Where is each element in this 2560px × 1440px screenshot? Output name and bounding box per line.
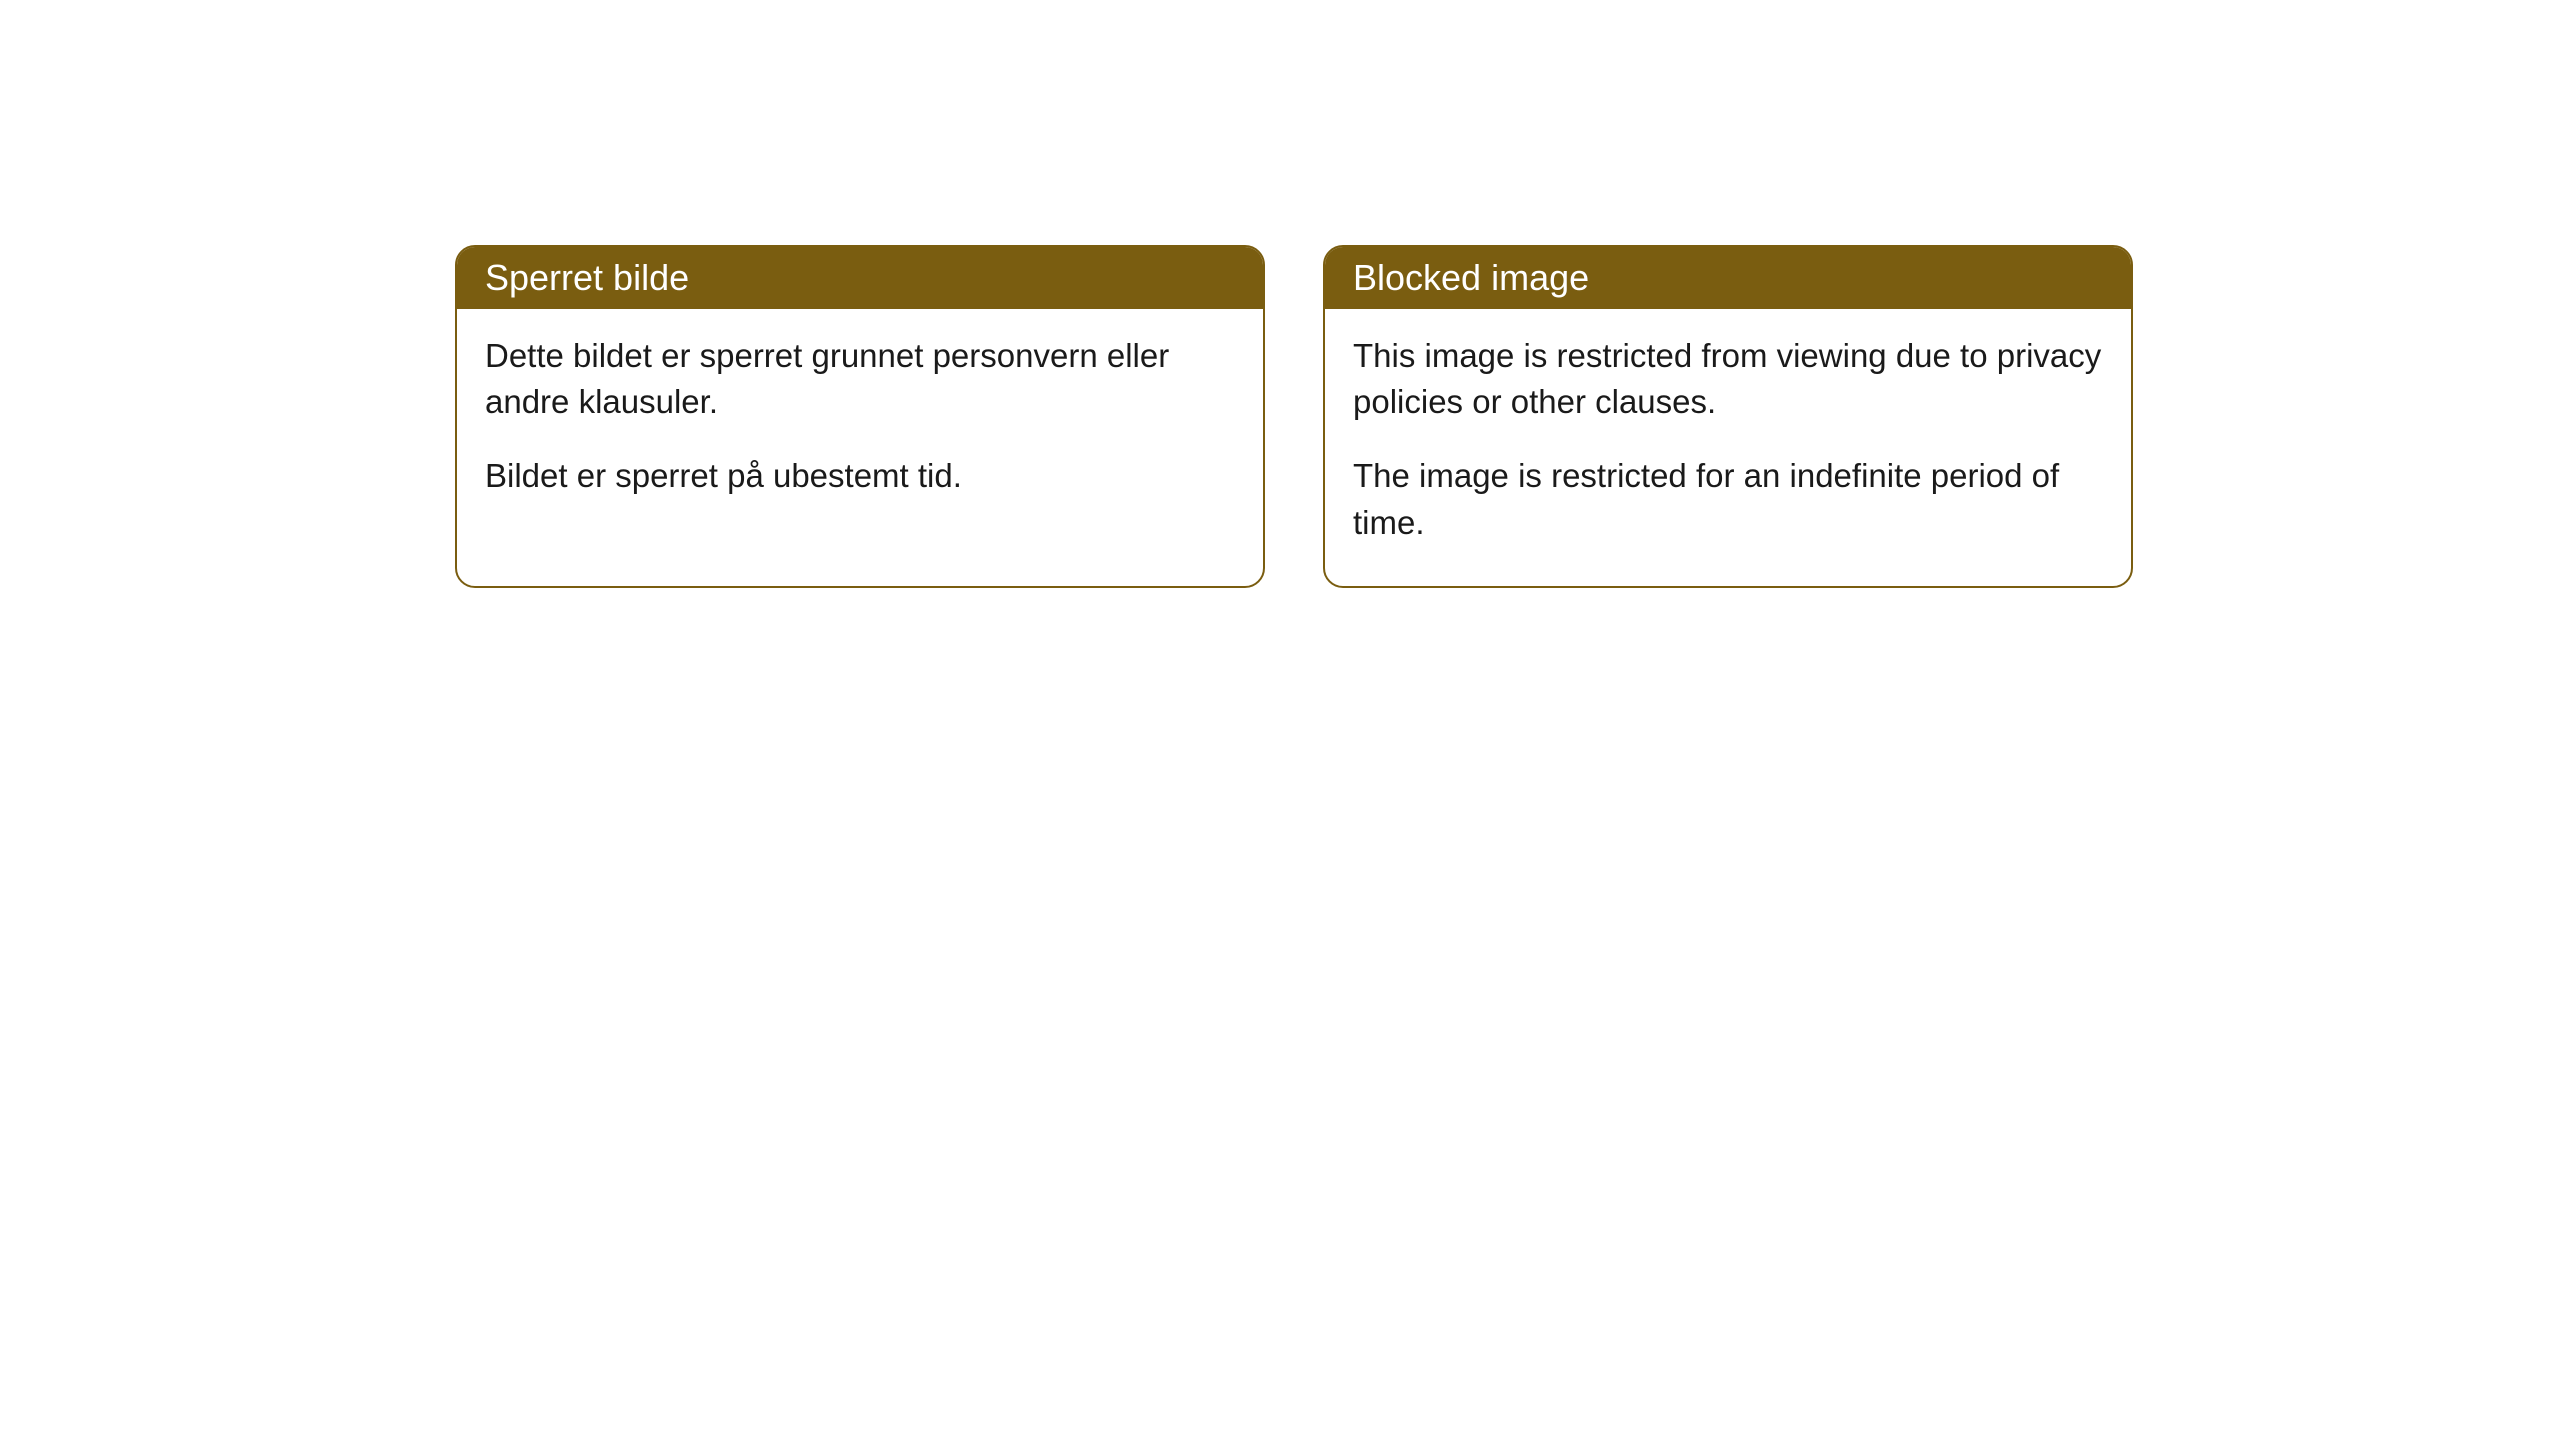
notice-cards-container: Sperret bilde Dette bildet er sperret gr… <box>455 245 2560 588</box>
card-header-norwegian: Sperret bilde <box>457 247 1263 309</box>
card-header-english: Blocked image <box>1325 247 2131 309</box>
card-paragraph: Bildet er sperret på ubestemt tid. <box>485 453 1235 499</box>
card-paragraph: This image is restricted from viewing du… <box>1353 333 2103 425</box>
card-body-norwegian: Dette bildet er sperret grunnet personve… <box>457 309 1263 540</box>
card-body-english: This image is restricted from viewing du… <box>1325 309 2131 586</box>
notice-card-norwegian: Sperret bilde Dette bildet er sperret gr… <box>455 245 1265 588</box>
card-paragraph: The image is restricted for an indefinit… <box>1353 453 2103 545</box>
card-title: Blocked image <box>1353 257 1589 298</box>
card-title: Sperret bilde <box>485 257 689 298</box>
card-paragraph: Dette bildet er sperret grunnet personve… <box>485 333 1235 425</box>
notice-card-english: Blocked image This image is restricted f… <box>1323 245 2133 588</box>
